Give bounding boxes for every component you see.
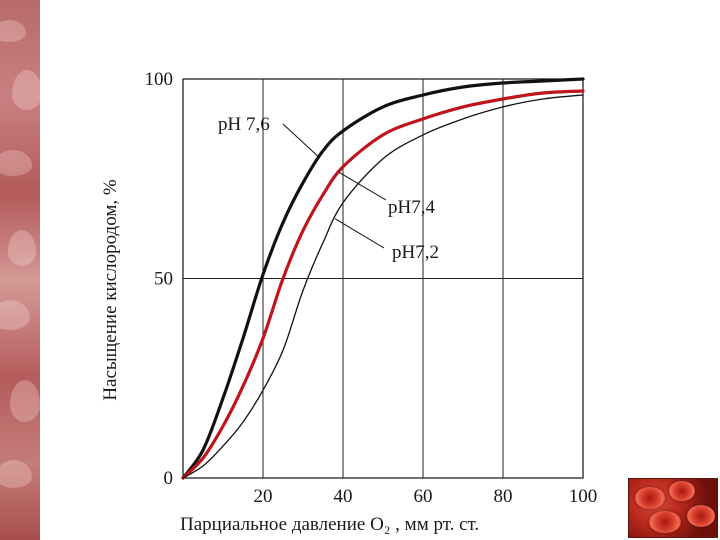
red-blood-cell <box>669 481 695 501</box>
legend-pointer-line <box>334 218 385 249</box>
x-tick-label: 20 <box>254 486 273 507</box>
decorative-side-strip <box>0 0 40 540</box>
y-axis-label: Насыщение кислородом, % <box>100 179 121 401</box>
legend-label-ph72: pH7,2 <box>392 242 439 263</box>
x-tick-label: 40 <box>334 486 353 507</box>
legend-label-ph74: pH7,4 <box>388 197 435 218</box>
x-tick-label: 60 <box>414 486 433 507</box>
y-tick-label: 0 <box>164 468 174 489</box>
legend-label-ph76: pH 7,6 <box>218 114 270 135</box>
x-tick-label: 80 <box>494 486 513 507</box>
grid-lines <box>183 78 584 479</box>
flower-petal-decoration <box>0 460 32 488</box>
x-axis-label: Парциальное давление O₂ , мм рт. ст. <box>180 514 479 535</box>
flower-petal-decoration <box>8 230 36 266</box>
x-tick-label: 100 <box>569 486 598 507</box>
series-lines <box>181 77 585 480</box>
red-blood-cell <box>649 511 681 533</box>
series-line-0 <box>181 77 585 480</box>
flower-petal-decoration <box>0 20 26 42</box>
flower-petal-decoration <box>12 70 40 110</box>
red-blood-cell <box>687 505 715 527</box>
red-blood-cells-thumbnail <box>628 478 718 538</box>
y-tick-label: 100 <box>145 69 174 90</box>
legend-pointers <box>282 123 387 249</box>
red-blood-cell <box>635 487 665 509</box>
legend-pointer-line <box>282 123 320 158</box>
series-line-1 <box>181 89 585 480</box>
flower-petal-decoration <box>0 150 32 176</box>
y-tick-label: 50 <box>154 269 173 290</box>
flower-petal-decoration <box>10 380 40 422</box>
plot-frame <box>182 78 584 479</box>
series-line-2 <box>182 94 584 479</box>
legend-pointer-line <box>338 171 387 201</box>
